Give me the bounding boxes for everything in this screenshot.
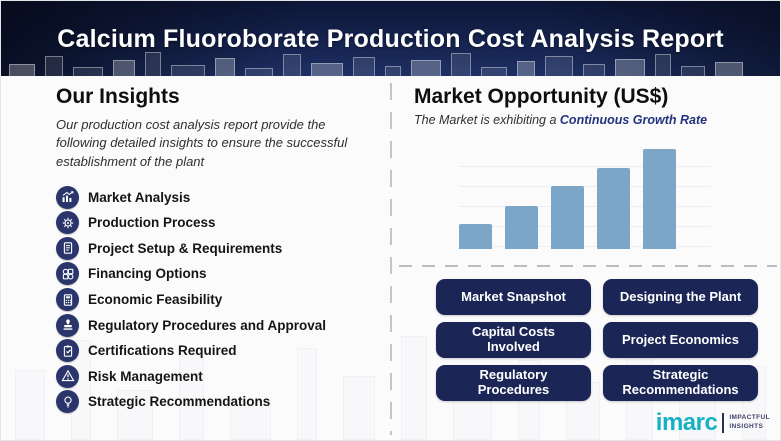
economic-feasibility-icon	[56, 288, 79, 312]
insight-item: Production Process	[56, 210, 386, 236]
vertical-dashed-divider	[390, 83, 392, 435]
horizontal-dashed-baseline	[399, 265, 777, 267]
market-section: Market Opportunity (US$) The Market is e…	[414, 85, 776, 127]
chart-bar	[597, 168, 630, 249]
market-subtitle-highlight: Continuous Growth Rate	[559, 113, 708, 127]
insight-item-label: Certifications Required	[88, 343, 237, 359]
imarc-logo-wordmark: imarc	[655, 409, 718, 436]
topic-button-capital-costs-involved[interactable]: Capital Costs Involved	[436, 322, 591, 358]
insight-item-label: Market Analysis	[88, 189, 191, 205]
topic-button-designing-the-plant[interactable]: Designing the Plant	[603, 279, 758, 315]
chart-bar	[643, 149, 676, 249]
regulatory-procedures-icon	[56, 313, 79, 337]
market-analysis-icon	[56, 185, 79, 209]
insight-item: Risk Management	[56, 364, 386, 390]
insight-item: Strategic Recommendations	[56, 389, 386, 415]
imarc-logo: imarc IMPACTFUL INSIGHTS	[656, 411, 770, 435]
insights-description: Our production cost analysis report prov…	[56, 117, 348, 169]
production-process-icon	[56, 211, 79, 235]
insight-item-label: Strategic Recommendations	[88, 394, 271, 410]
insights-list: Market Analysis Production Process Project…	[56, 184, 386, 414]
insights-section: Our Insights Our production cost analysi…	[56, 85, 386, 415]
insight-item-label: Production Process	[88, 215, 216, 231]
insight-item-label: Project Setup & Requirements	[88, 240, 283, 256]
insight-item: Economic Feasibility	[56, 287, 386, 313]
insight-item: Certifications Required	[56, 338, 386, 364]
market-subtitle: The Market is exhibiting a Continuous Gr…	[414, 113, 776, 127]
risk-management-icon	[56, 364, 79, 388]
strategic-recommendations-icon	[56, 390, 79, 414]
topic-button-project-economics[interactable]: Project Economics	[603, 322, 758, 358]
report-topics-grid: Market Snapshot Designing the Plant Capita…	[436, 279, 758, 401]
financing-options-icon	[56, 262, 79, 286]
logo-tagline: IMPACTFUL INSIGHTS	[729, 414, 770, 430]
city-skyline-decoration	[1, 50, 780, 76]
insight-item: Project Setup & Requirements	[56, 236, 386, 262]
page-title: Calcium Fluoroborate Production Cost Ana…	[57, 25, 724, 53]
topic-button-regulatory-procedures[interactable]: Regulatory Procedures	[436, 365, 591, 401]
insights-heading: Our Insights	[56, 85, 180, 108]
market-heading: Market Opportunity (US$)	[414, 85, 669, 108]
project-setup-icon	[56, 236, 79, 260]
topic-button-strategic-recommendations[interactable]: Strategic Recommendations	[603, 365, 758, 401]
insight-item: Financing Options	[56, 261, 386, 287]
growth-bar-chart	[459, 147, 711, 249]
topic-button-market-snapshot[interactable]: Market Snapshot	[436, 279, 591, 315]
logo-separator	[722, 413, 725, 433]
insight-item-label: Risk Management	[88, 368, 203, 384]
insight-item-label: Regulatory Procedures and Approval	[88, 317, 327, 333]
insight-item-label: Economic Feasibility	[88, 292, 223, 308]
title-banner: Calcium Fluoroborate Production Cost Ana…	[1, 1, 780, 76]
chart-bar	[505, 206, 538, 249]
insight-item: Market Analysis	[56, 184, 386, 210]
certifications-icon	[56, 339, 79, 363]
insight-item: Regulatory Procedures and Approval	[56, 312, 386, 338]
market-subtitle-prefix: The Market is exhibiting a	[414, 113, 560, 127]
chart-bar	[459, 224, 492, 249]
chart-bar	[551, 186, 584, 249]
insight-item-label: Financing Options	[88, 266, 207, 282]
